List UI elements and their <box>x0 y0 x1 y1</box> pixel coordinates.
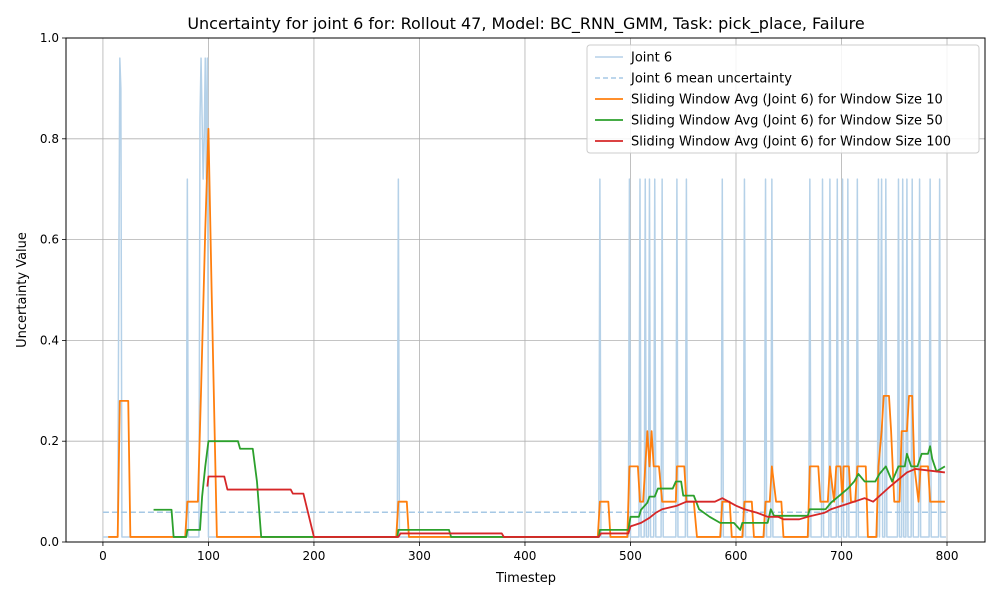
series-line-window-10 <box>108 127 945 538</box>
x-axis: 0 100 200 300 400 500 600 700 800 <box>99 542 958 563</box>
legend-label: Joint 6 <box>630 51 672 66</box>
legend: Joint 6 Joint 6 mean uncertainty Sliding W… <box>586 44 980 154</box>
x-tick-label: 400 <box>514 549 537 563</box>
y-tick-label: 0.2 <box>40 434 59 448</box>
chart-title: Uncertainty for joint 6 for: Rollout 47,… <box>187 14 864 34</box>
series-group <box>102 57 946 538</box>
legend-label: Sliding Window Avg (Joint 6) for Window … <box>631 135 951 150</box>
y-axis: 0.0 0.2 0.4 0.6 0.8 1.0 <box>40 31 66 549</box>
y-tick-label: 0.0 <box>40 535 59 549</box>
y-tick-label: 0.4 <box>40 333 59 347</box>
y-tick-label: 1.0 <box>40 31 59 45</box>
legend-label: Sliding Window Avg (Joint 6) for Window … <box>631 93 943 108</box>
x-tick-label: 500 <box>619 549 642 563</box>
series-line-window-100 <box>206 468 946 538</box>
y-tick-label: 0.6 <box>40 233 59 247</box>
x-tick-label: 600 <box>725 549 748 563</box>
x-tick-label: 100 <box>197 549 220 563</box>
legend-box <box>586 44 980 154</box>
x-tick-label: 700 <box>830 549 853 563</box>
x-tick-label: 800 <box>936 549 959 563</box>
x-tick-label: 0 <box>99 549 107 563</box>
x-tick-label: 300 <box>408 549 431 563</box>
y-axis-label: Uncertainty Value <box>15 232 30 348</box>
legend-label: Sliding Window Avg (Joint 6) for Window … <box>631 114 943 129</box>
series-line-window-50 <box>153 440 946 538</box>
legend-label: Joint 6 mean uncertainty <box>630 72 792 87</box>
x-tick-label: 200 <box>302 549 325 563</box>
x-axis-label: Timestep <box>495 571 556 586</box>
plot-lines <box>102 57 946 538</box>
plot-frame <box>65 37 986 543</box>
y-tick-label: 0.8 <box>40 132 59 146</box>
